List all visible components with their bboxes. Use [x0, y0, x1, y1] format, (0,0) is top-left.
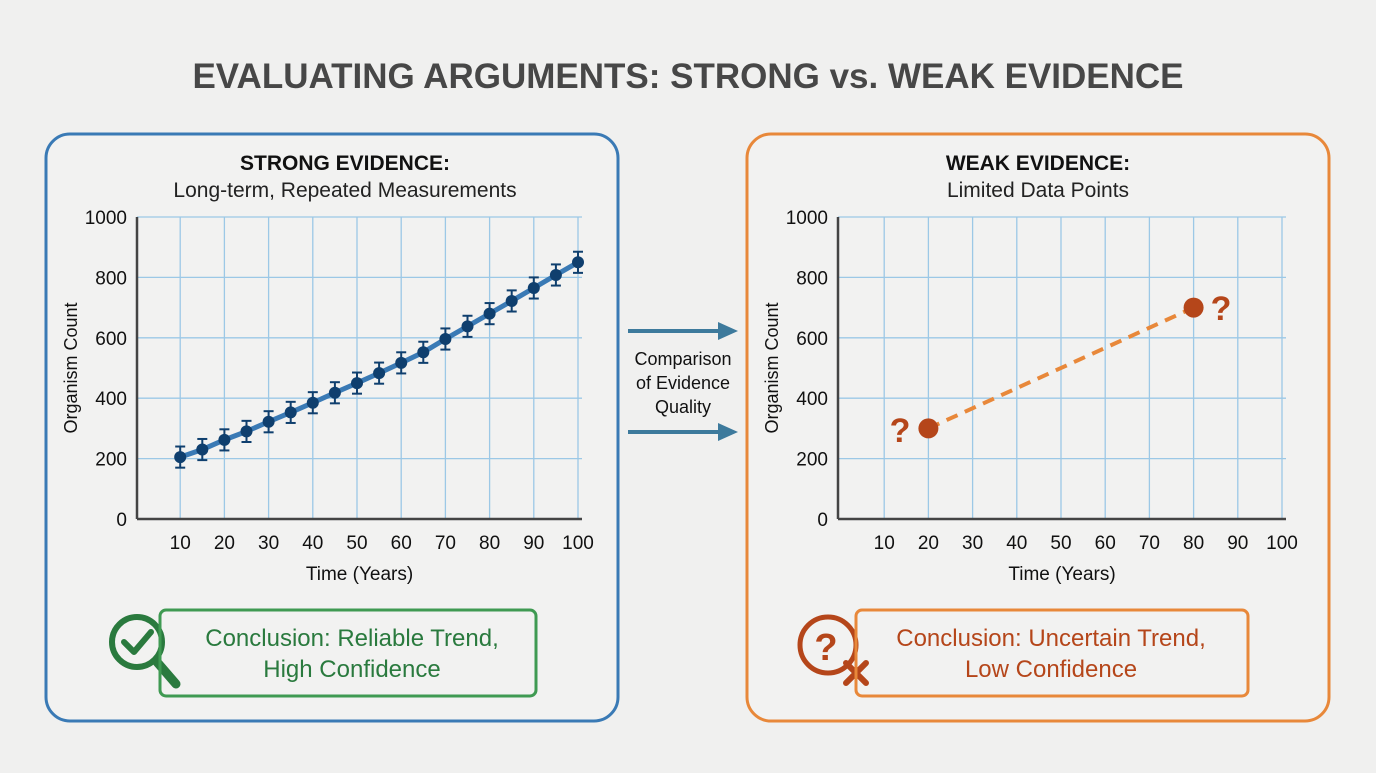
x-tick-label: 50 — [1050, 533, 1071, 554]
x-tick-label: 10 — [170, 533, 191, 554]
data-point — [417, 346, 430, 359]
x-tick-label: 70 — [1139, 533, 1160, 554]
y-tick-label: 400 — [796, 389, 828, 410]
y-tick-label: 800 — [796, 268, 828, 289]
trend-line — [927, 305, 1195, 431]
y-tick-label: 800 — [95, 268, 127, 289]
y-tick-label: 400 — [95, 389, 127, 410]
x-tick-label: 100 — [562, 533, 594, 554]
question-mark-left: ? — [890, 412, 911, 450]
weak-panel-border — [745, 132, 1331, 723]
strong-conclusion-box — [158, 608, 538, 698]
data-point — [918, 418, 939, 439]
y-tick-label: 600 — [95, 329, 127, 350]
data-point — [483, 307, 496, 320]
strong-chart: 10 20 30 40 50 60 70 80 90 10002004006008001000Ti… — [61, 208, 594, 585]
data-point — [572, 256, 584, 269]
weak-conclusion-line2: Low Confidence — [965, 656, 1137, 683]
weak-subheading: Limited Data Points — [947, 179, 1129, 202]
x-tick-label: 90 — [1227, 533, 1248, 554]
data-point — [505, 294, 518, 307]
data-point — [328, 386, 341, 399]
comparison-label-line3: Quality — [655, 397, 711, 417]
data-point — [549, 268, 562, 281]
strong-conclusion-line2: High Confidence — [263, 656, 440, 683]
x-tick-label: 60 — [1095, 533, 1116, 554]
x-tick-label: 100 — [1266, 533, 1298, 554]
strong-subheading: Long-term, Repeated Measurements — [173, 179, 516, 202]
comparison-label-line1: Comparison — [634, 349, 731, 369]
strong-heading: STRONG EVIDENCE: — [240, 152, 450, 175]
y-axis-label: Organism Count — [61, 302, 81, 433]
data-point — [306, 396, 319, 409]
x-tick-label: 60 — [391, 533, 412, 554]
x-tick-label: 70 — [435, 533, 456, 554]
data-point — [1183, 297, 1204, 318]
y-axis-label: Organism Count — [762, 302, 782, 433]
data-point — [174, 451, 187, 464]
data-point — [218, 433, 231, 446]
y-tick-label: 0 — [116, 510, 127, 531]
right-arrow-icon — [628, 322, 738, 340]
data-point — [262, 415, 275, 428]
question-mark-right: ? — [1211, 290, 1232, 328]
x-tick-label: 40 — [1006, 533, 1027, 554]
data-point — [439, 333, 452, 346]
x-tick-label: 30 — [962, 533, 983, 554]
strong-panel-border — [44, 132, 620, 723]
weak-heading: WEAK EVIDENCE: — [946, 152, 1130, 175]
data-point — [373, 367, 386, 380]
y-tick-label: 1000 — [786, 208, 828, 229]
page-title: EVALUATING ARGUMENTS: STRONG vs. WEAK EV… — [192, 57, 1183, 96]
comparison-label-line2: of Evidence — [636, 373, 730, 393]
x-tick-label: 20 — [918, 533, 939, 554]
x-tick-label: 80 — [479, 533, 500, 554]
data-point — [284, 406, 297, 419]
x-axis-label: Time (Years) — [1008, 564, 1115, 585]
strong-conclusion-line1: Conclusion: Reliable Trend, — [205, 625, 499, 652]
comparison-connector: Comparison of Evidence Quality — [628, 322, 738, 441]
right-arrow-icon — [628, 423, 738, 441]
y-tick-label: 200 — [95, 450, 127, 471]
weak-conclusion-box — [854, 608, 1250, 698]
x-tick-label: 30 — [258, 533, 279, 554]
y-tick-label: 1000 — [85, 208, 127, 229]
data-point — [527, 281, 540, 294]
x-tick-label: 50 — [346, 533, 367, 554]
weak-conclusion-line1: Conclusion: Uncertain Trend, — [896, 625, 1206, 652]
x-tick-label: 40 — [302, 533, 323, 554]
strong-evidence-panel: STRONG EVIDENCE: Long-term, Repeated Mea… — [44, 132, 620, 723]
svg-text:?: ? — [814, 627, 837, 669]
y-tick-label: 0 — [817, 510, 828, 531]
data-point — [196, 443, 209, 456]
x-tick-label: 20 — [214, 533, 235, 554]
y-tick-label: 200 — [796, 450, 828, 471]
weak-evidence-panel: WEAK EVIDENCE: Limited Data Points 10 20 3… — [745, 132, 1331, 723]
x-tick-label: 90 — [523, 533, 544, 554]
data-point — [461, 320, 474, 333]
data-point — [351, 377, 363, 390]
y-tick-label: 600 — [796, 329, 828, 350]
x-tick-label: 80 — [1183, 533, 1204, 554]
weak-chart: 10 20 30 40 50 60 70 80 90 10002004006008001000Ti… — [762, 208, 1298, 585]
x-tick-label: 10 — [874, 533, 895, 554]
data-point — [395, 356, 408, 369]
data-point — [240, 425, 253, 438]
x-axis-label: Time (Years) — [306, 564, 413, 585]
